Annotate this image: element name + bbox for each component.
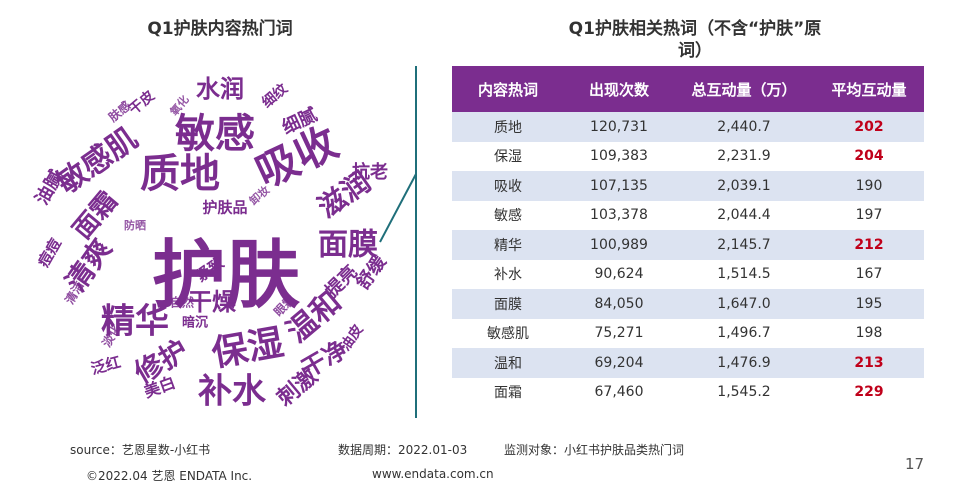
word-cloud-word: 抗老 [352,161,388,183]
table-cell: 敏感 [452,200,564,230]
table-cell: 103,378 [564,200,674,230]
table-cell: 温和 [452,348,564,378]
connector-diagonal [379,173,417,243]
table-cell: 198 [814,318,924,348]
table-row: 补水 90,624 1,514.5 167 [452,259,924,289]
website-link[interactable]: www.endata.com.cn [372,467,494,481]
table-row: 敏感 103,378 2,044.4 197 [452,200,924,230]
table-cell: 190 [814,171,924,201]
column-header: 平均互动量 [814,66,924,112]
page-number: 17 [905,455,925,473]
table-cell: 195 [814,289,924,319]
table-cell: 1,545.2 [674,377,814,407]
word-cloud-word: 敏感 [175,111,255,157]
word-cloud-word: 暗沉 [182,315,208,331]
table-cell: 75,271 [564,318,674,348]
table-row: 面膜 84,050 1,647.0 195 [452,289,924,319]
table-cell: 90,624 [564,259,674,289]
table-cell: 167 [814,259,924,289]
table-cell: 2,039.1 [674,171,814,201]
table-cell: 质地 [452,112,564,142]
table-row: 温和 69,204 1,476.9 213 [452,348,924,378]
word-cloud-word: 质地 [140,151,220,197]
table-row: 敏感肌 75,271 1,496.7 198 [452,318,924,348]
table-cell: 204 [814,141,924,171]
hot-words-table: 内容热词 出现次数 总互动量（万） 平均互动量 质地 120,731 2,440.7 202… [452,66,924,407]
connector-lines [379,66,417,418]
monitor-target-note: 监测对象：小红书护肤品类热门词 [504,443,685,457]
table-cell: 107,135 [564,171,674,201]
table-cell: 120,731 [564,112,674,142]
source-note: source：艺恩星数-小红书 [70,443,211,457]
table-cell: 精华 [452,230,564,260]
table-title-line1: Q1护肤相关热词（不含“护肤”原 [568,19,822,39]
word-cloud-word: 水润 [196,75,244,103]
word-cloud-word: 补水 [198,372,267,412]
table-row: 面霜 67,460 1,545.2 229 [452,377,924,407]
word-cloud-word: 干燥 [188,288,237,316]
word-cloud-title: Q1护肤内容热门词 [147,19,293,39]
table-cell: 213 [814,348,924,378]
copyright-note: ©2022.04 艺恩 ENDATA Inc. [86,469,253,483]
table-cell: 229 [814,377,924,407]
word-cloud-word: 泛红 [89,353,123,378]
table-cell: 2,440.7 [674,112,814,142]
table-cell: 1,496.7 [674,318,814,348]
table-cell: 1,647.0 [674,289,814,319]
column-header: 内容热词 [452,66,564,112]
word-cloud-word: 防晒 [124,218,146,232]
column-header: 出现次数 [564,66,674,112]
table-cell: 67,460 [564,377,674,407]
table-row: 精华 100,989 2,145.7 212 [452,230,924,260]
table-cell: 100,989 [564,230,674,260]
table-cell: 保湿 [452,141,564,171]
table-row: 吸收 107,135 2,039.1 190 [452,171,924,201]
word-cloud-word: 细纹 [258,79,291,111]
word-cloud-word: 面膜 [318,228,378,263]
table-title-line2: 词） [678,41,712,61]
table-cell: 197 [814,200,924,230]
word-cloud-word: 干皮 [125,87,157,118]
table-cell: 84,050 [564,289,674,319]
table-cell: 2,044.4 [674,200,814,230]
column-header: 总互动量（万） [674,66,814,112]
table-cell: 2,231.9 [674,141,814,171]
word-cloud-word: 自然 [170,295,194,310]
word-cloud-word: 护肤 [152,233,300,319]
word-cloud-word: 保湿 [209,322,287,375]
table-cell: 吸收 [452,171,564,201]
word-cloud-word: 护肤品 [202,199,247,217]
table-cell: 2,145.7 [674,230,814,260]
table-cell: 1,514.5 [674,259,814,289]
data-period-note: 数据周期：2022.01-03 [338,443,468,457]
table-cell: 1,476.9 [674,348,814,378]
table-cell: 面膜 [452,289,564,319]
table-cell: 202 [814,112,924,142]
table-cell: 敏感肌 [452,318,564,348]
table-cell: 面霜 [452,377,564,407]
word-cloud-word: 肤感 [105,98,133,125]
table-cell: 69,204 [564,348,674,378]
table-row: 质地 120,731 2,440.7 202 [452,112,924,142]
table-row: 保湿 109,383 2,231.9 204 [452,141,924,171]
table-cell: 补水 [452,259,564,289]
table-cell: 109,383 [564,141,674,171]
word-cloud-word: 痘痘 [34,235,65,270]
table-cell: 212 [814,230,924,260]
word-cloud-word: 精华 [101,302,169,342]
word-cloud: 护肤 敏感 吸收 质地 敏感肌 滋润 面膜 清爽 精华 保湿 补水 修护 温和 面霜 水润 干燥 干净 刺激 油腻细… [20,48,420,428]
table-header-row: 内容热词 出现次数 总互动量（万） 平均互动量 [452,66,924,112]
table-title: Q1护肤相关热词（不含“护肤”原 词） [545,18,845,62]
